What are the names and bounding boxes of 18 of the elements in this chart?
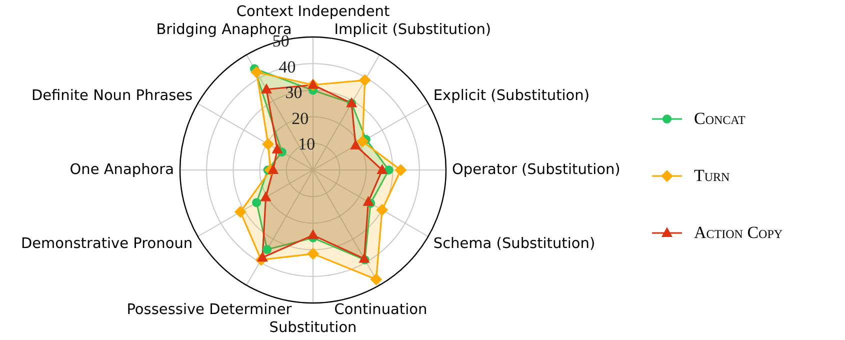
spoke-label: Implicit (Substitution) [334,22,492,38]
spoke-label: Possessive Determiner [126,302,292,318]
spoke-label: Definite Noun Phrases [31,88,193,104]
spoke-label: Context Independent [236,4,390,20]
spoke-label: Substitution [269,320,357,336]
legend-label: Action Copy [694,222,783,242]
spoke-label: One Anaphora [70,162,174,178]
spoke-label: Schema (Substitution) [433,236,596,252]
spoke-label: Demonstrative Pronoun [20,236,193,252]
legend-label: Concat [694,108,746,128]
spoke-label: Explicit (Substitution) [433,88,590,104]
y-tick-label: 30 [285,83,302,102]
spoke-label: Continuation [334,302,428,318]
y-tick-label: 40 [278,57,296,76]
legend-label: Turn [694,166,730,186]
y-tick-label: 20 [292,108,309,128]
y-tick-label: 10 [298,134,316,154]
spoke-label: Operator (Substitution) [452,162,620,178]
